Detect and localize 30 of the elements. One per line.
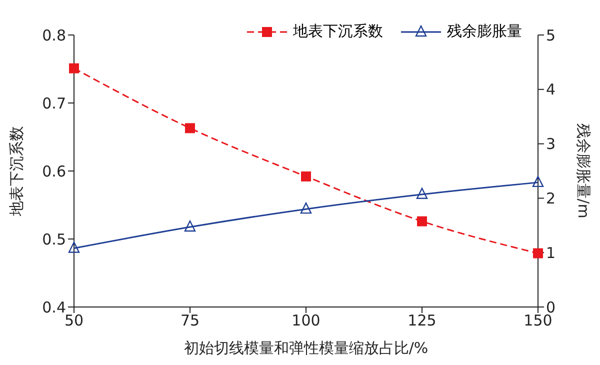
point: [532, 176, 544, 188]
y2-tick-label: 4: [546, 80, 556, 99]
point: [301, 171, 311, 182]
x-tick-label: 75: [180, 312, 200, 330]
y-tick-label: 0.4: [42, 298, 66, 316]
point: [300, 202, 312, 214]
x-tick-label: 50: [64, 312, 84, 330]
point: [185, 123, 195, 134]
y-tick-label: 0.6: [42, 162, 66, 180]
x-tick-label: 100: [292, 312, 320, 330]
x-axis-title: 初始切线模量和弹性模量缩放占比/%: [184, 339, 428, 357]
legend-label: 地表下沉系数: [293, 22, 383, 41]
point: [533, 248, 543, 258]
point: [184, 220, 196, 232]
y-tick-label: 0.8: [42, 26, 66, 44]
x-tick-label: 150: [524, 312, 552, 330]
y2-tick-label: 1: [546, 244, 556, 262]
y2-tick-label: 2: [546, 190, 556, 208]
y-axis-title: 地表下沉系数: [7, 126, 26, 217]
legend-label: 残余膨胀量: [447, 22, 522, 41]
point: [68, 242, 80, 253]
y-tick-label: 0.5: [42, 230, 66, 248]
point: [416, 188, 428, 199]
point: [417, 216, 427, 226]
y2-tick-label: 5: [546, 26, 556, 44]
y-tick-label: 0.7: [42, 94, 66, 112]
y2-axis-title: 残余膨胀量/m: [574, 124, 593, 218]
point: [69, 63, 79, 74]
x-tick-label: 125: [408, 312, 436, 330]
y2-tick-label: 3: [546, 135, 556, 154]
